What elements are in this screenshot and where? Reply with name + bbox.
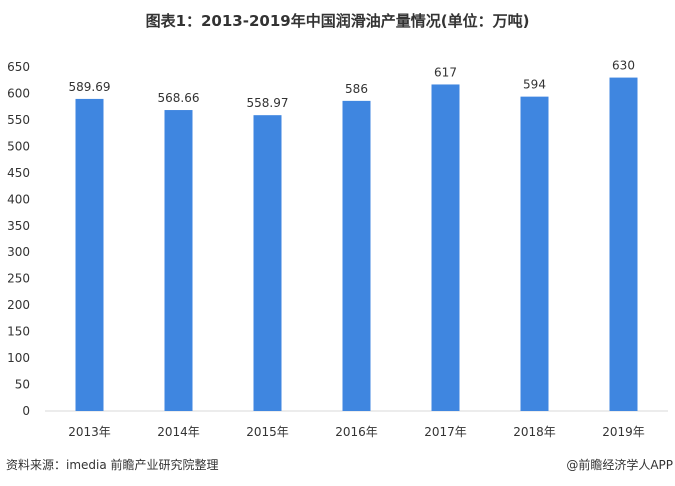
data-label: 589.69 bbox=[69, 80, 111, 94]
bar bbox=[75, 98, 104, 411]
y-tick-label: 0 bbox=[22, 404, 30, 418]
y-tick-label: 650 bbox=[7, 60, 30, 74]
bar bbox=[342, 100, 371, 412]
credit-note: @前瞻经济学人APP bbox=[566, 458, 673, 472]
data-label: 594 bbox=[523, 78, 546, 92]
x-tick-label: 2016年 bbox=[335, 425, 378, 439]
x-tick-label: 2017年 bbox=[424, 425, 467, 439]
y-tick-label: 50 bbox=[15, 378, 30, 392]
x-tick-label: 2013年 bbox=[68, 425, 111, 439]
x-tick-label: 2019年 bbox=[602, 425, 645, 439]
y-tick-label: 200 bbox=[7, 298, 30, 312]
x-tick-label: 2014年 bbox=[157, 425, 200, 439]
bar bbox=[609, 77, 638, 411]
data-label: 568.66 bbox=[158, 91, 200, 105]
y-tick-label: 150 bbox=[7, 325, 30, 339]
y-tick-label: 600 bbox=[7, 86, 30, 100]
data-label: 617 bbox=[434, 65, 457, 79]
x-tick-label: 2018年 bbox=[513, 425, 556, 439]
x-tick-label: 2015年 bbox=[246, 425, 289, 439]
data-label: 630 bbox=[612, 59, 635, 73]
data-label: 586 bbox=[345, 82, 368, 96]
y-tick-label: 400 bbox=[7, 192, 30, 206]
source-note: 资料来源：imedia 前瞻产业研究院整理 bbox=[6, 458, 219, 472]
y-tick-label: 450 bbox=[7, 166, 30, 180]
data-label: 558.97 bbox=[247, 96, 289, 110]
y-tick-label: 550 bbox=[7, 113, 30, 127]
y-tick-label: 350 bbox=[7, 219, 30, 233]
bar bbox=[520, 96, 549, 411]
y-tick-label: 250 bbox=[7, 272, 30, 286]
bar bbox=[253, 115, 282, 412]
y-tick-label: 300 bbox=[7, 245, 30, 259]
y-tick-label: 100 bbox=[7, 351, 30, 365]
bar bbox=[164, 110, 193, 411]
chart-title: 图表1：2013-2019年中国润滑油产量情况(单位：万吨) bbox=[145, 12, 530, 30]
y-tick-label: 500 bbox=[7, 139, 30, 153]
bar bbox=[431, 84, 460, 412]
